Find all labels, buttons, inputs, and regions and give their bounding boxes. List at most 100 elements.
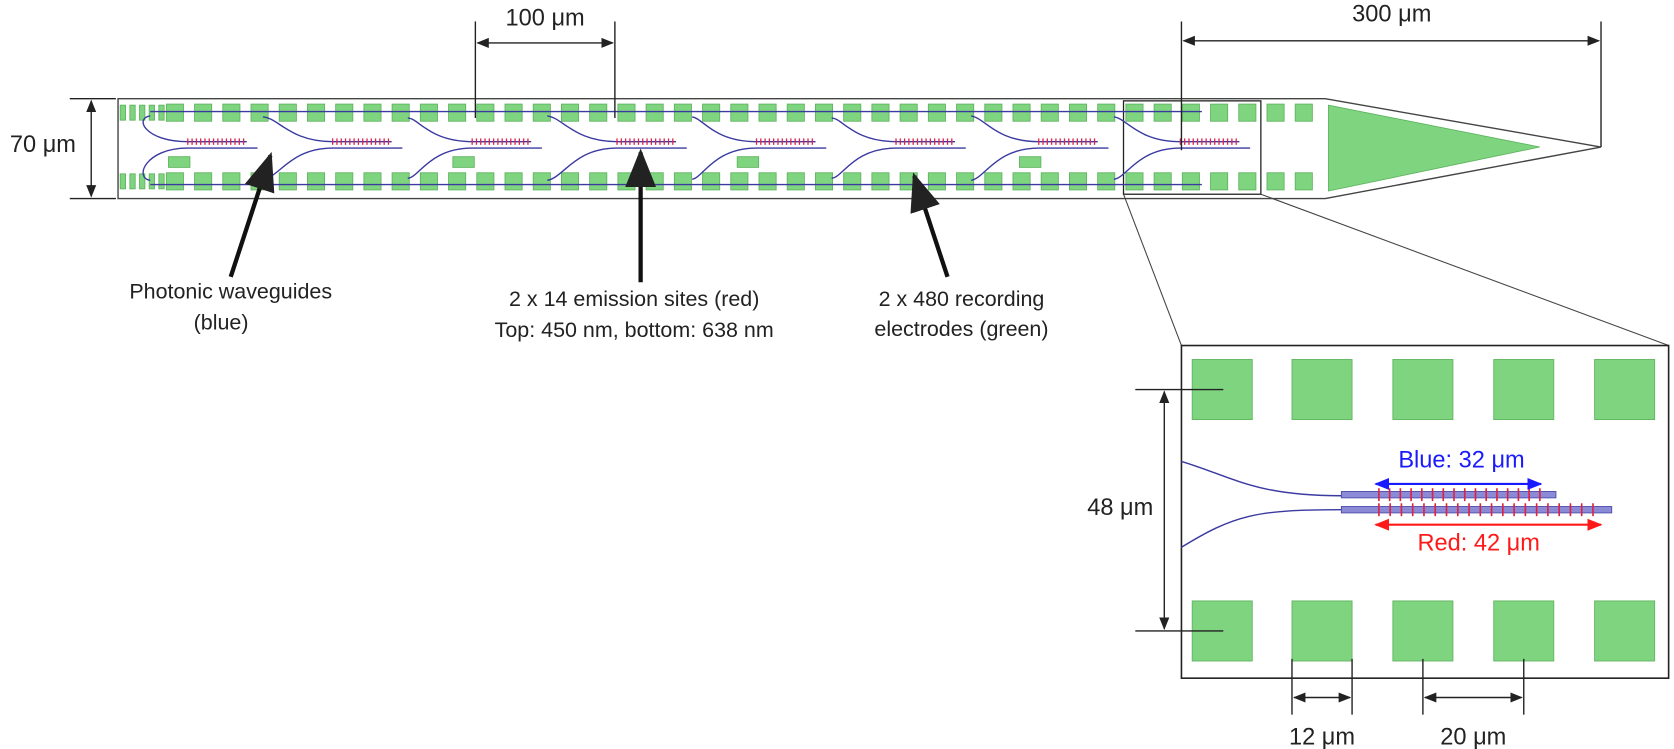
electrode: [815, 103, 834, 122]
electrode: [448, 172, 467, 191]
electrode: [927, 172, 946, 191]
labels: 100 μm 300 μm 70 μm Photonic waveguides …: [10, 1, 1540, 749]
red-length-label: Red: 42 μm: [1417, 530, 1539, 556]
electrode: [956, 172, 975, 191]
electrode: [1238, 103, 1257, 122]
waveguide: [1113, 147, 1251, 180]
callout-line: electrodes (green): [874, 317, 1048, 341]
blue-length-label: Blue: 32 μm: [1398, 448, 1524, 474]
waveguide: [547, 115, 677, 143]
electrode: [148, 104, 155, 121]
electrode: [1153, 172, 1172, 191]
electrode: [1291, 359, 1353, 420]
electrode: [673, 172, 692, 191]
callout-line: Top: 450 nm, bottom: 638 nm: [495, 318, 774, 342]
electrode: [448, 103, 467, 122]
callout-line: 2 x 480 recording: [879, 287, 1045, 311]
dimension-label: 48 μm: [1087, 495, 1153, 521]
electrode: [1210, 172, 1229, 191]
electrode: [139, 173, 146, 190]
electrode: [158, 173, 165, 190]
electrode: [119, 104, 126, 121]
electrode: [1125, 103, 1144, 122]
electrode: [730, 103, 749, 122]
electrode: [843, 103, 862, 122]
electrode: [984, 172, 1003, 191]
reference-pads: [1018, 156, 1042, 168]
electrode: [1181, 172, 1200, 191]
electrode: [1153, 103, 1172, 122]
dimension-label: 100 μm: [506, 6, 585, 32]
electrode: [194, 172, 213, 191]
electrode: [1181, 103, 1200, 122]
dimension-label: 70 μm: [10, 132, 76, 158]
electrode: [1097, 103, 1116, 122]
callout-line: (blue): [194, 311, 249, 335]
electrode: [1040, 172, 1059, 191]
electrode: [1493, 359, 1555, 420]
electrode: [148, 173, 155, 190]
electrode: [786, 103, 805, 122]
electrode: [532, 103, 551, 122]
electrode: [307, 103, 326, 122]
electrode: [1097, 172, 1116, 191]
electrode: [758, 172, 777, 191]
dimension-label: 12 μm: [1289, 725, 1355, 749]
electrode: [1392, 600, 1454, 662]
electrode: [129, 173, 136, 190]
electrode: [1068, 172, 1088, 191]
waveguide: [142, 115, 247, 143]
waveguide: [970, 147, 1109, 181]
electrode: [1291, 600, 1353, 662]
electrode: [504, 172, 523, 191]
electrode: [119, 173, 126, 190]
waveguide: [831, 147, 966, 179]
electrode: [194, 103, 213, 122]
waveguide: [547, 147, 687, 181]
electrode: [1266, 103, 1285, 122]
electrode: [335, 172, 354, 191]
electrode: [984, 103, 1003, 122]
reference-pads: [452, 156, 475, 168]
electrode: [645, 103, 664, 122]
reference-pads: [736, 156, 760, 168]
electrode: [307, 172, 326, 191]
electrode: [250, 103, 269, 122]
electrode: [476, 172, 495, 191]
electrode: [1294, 103, 1313, 122]
electrode: [871, 103, 890, 122]
electrode: [139, 104, 146, 121]
electrode: [1012, 103, 1031, 122]
electrode: [419, 172, 438, 191]
electrode: [702, 172, 721, 191]
electrode: [1266, 172, 1285, 191]
electrode: [129, 104, 136, 121]
waveguide: [142, 147, 258, 181]
electrode: [617, 172, 636, 191]
electrode: [1294, 172, 1313, 191]
electrode: [419, 103, 438, 122]
electrode: [871, 172, 890, 191]
electrode: [673, 103, 692, 122]
electrode: [927, 103, 946, 122]
waveguide: [691, 147, 827, 180]
waveguide: [407, 147, 542, 179]
electrode: [165, 172, 184, 191]
electrode: [1040, 103, 1059, 122]
callout-line: 2 x 14 emission sites (red): [509, 287, 759, 311]
dimension-label: 300 μm: [1352, 1, 1431, 27]
electrode: [532, 172, 551, 191]
electrode: [589, 103, 608, 122]
waveguide: [970, 115, 1098, 143]
electrode: [617, 103, 636, 122]
shank: [117, 98, 1602, 200]
electrode: [786, 172, 805, 191]
electrode: [222, 172, 241, 191]
reference-pads: [168, 156, 191, 168]
electrode: [1493, 600, 1555, 662]
electrode: [278, 103, 297, 122]
dimension-lines: [69, 21, 1603, 715]
waveguide: [262, 116, 392, 143]
electrode: [1238, 172, 1257, 191]
